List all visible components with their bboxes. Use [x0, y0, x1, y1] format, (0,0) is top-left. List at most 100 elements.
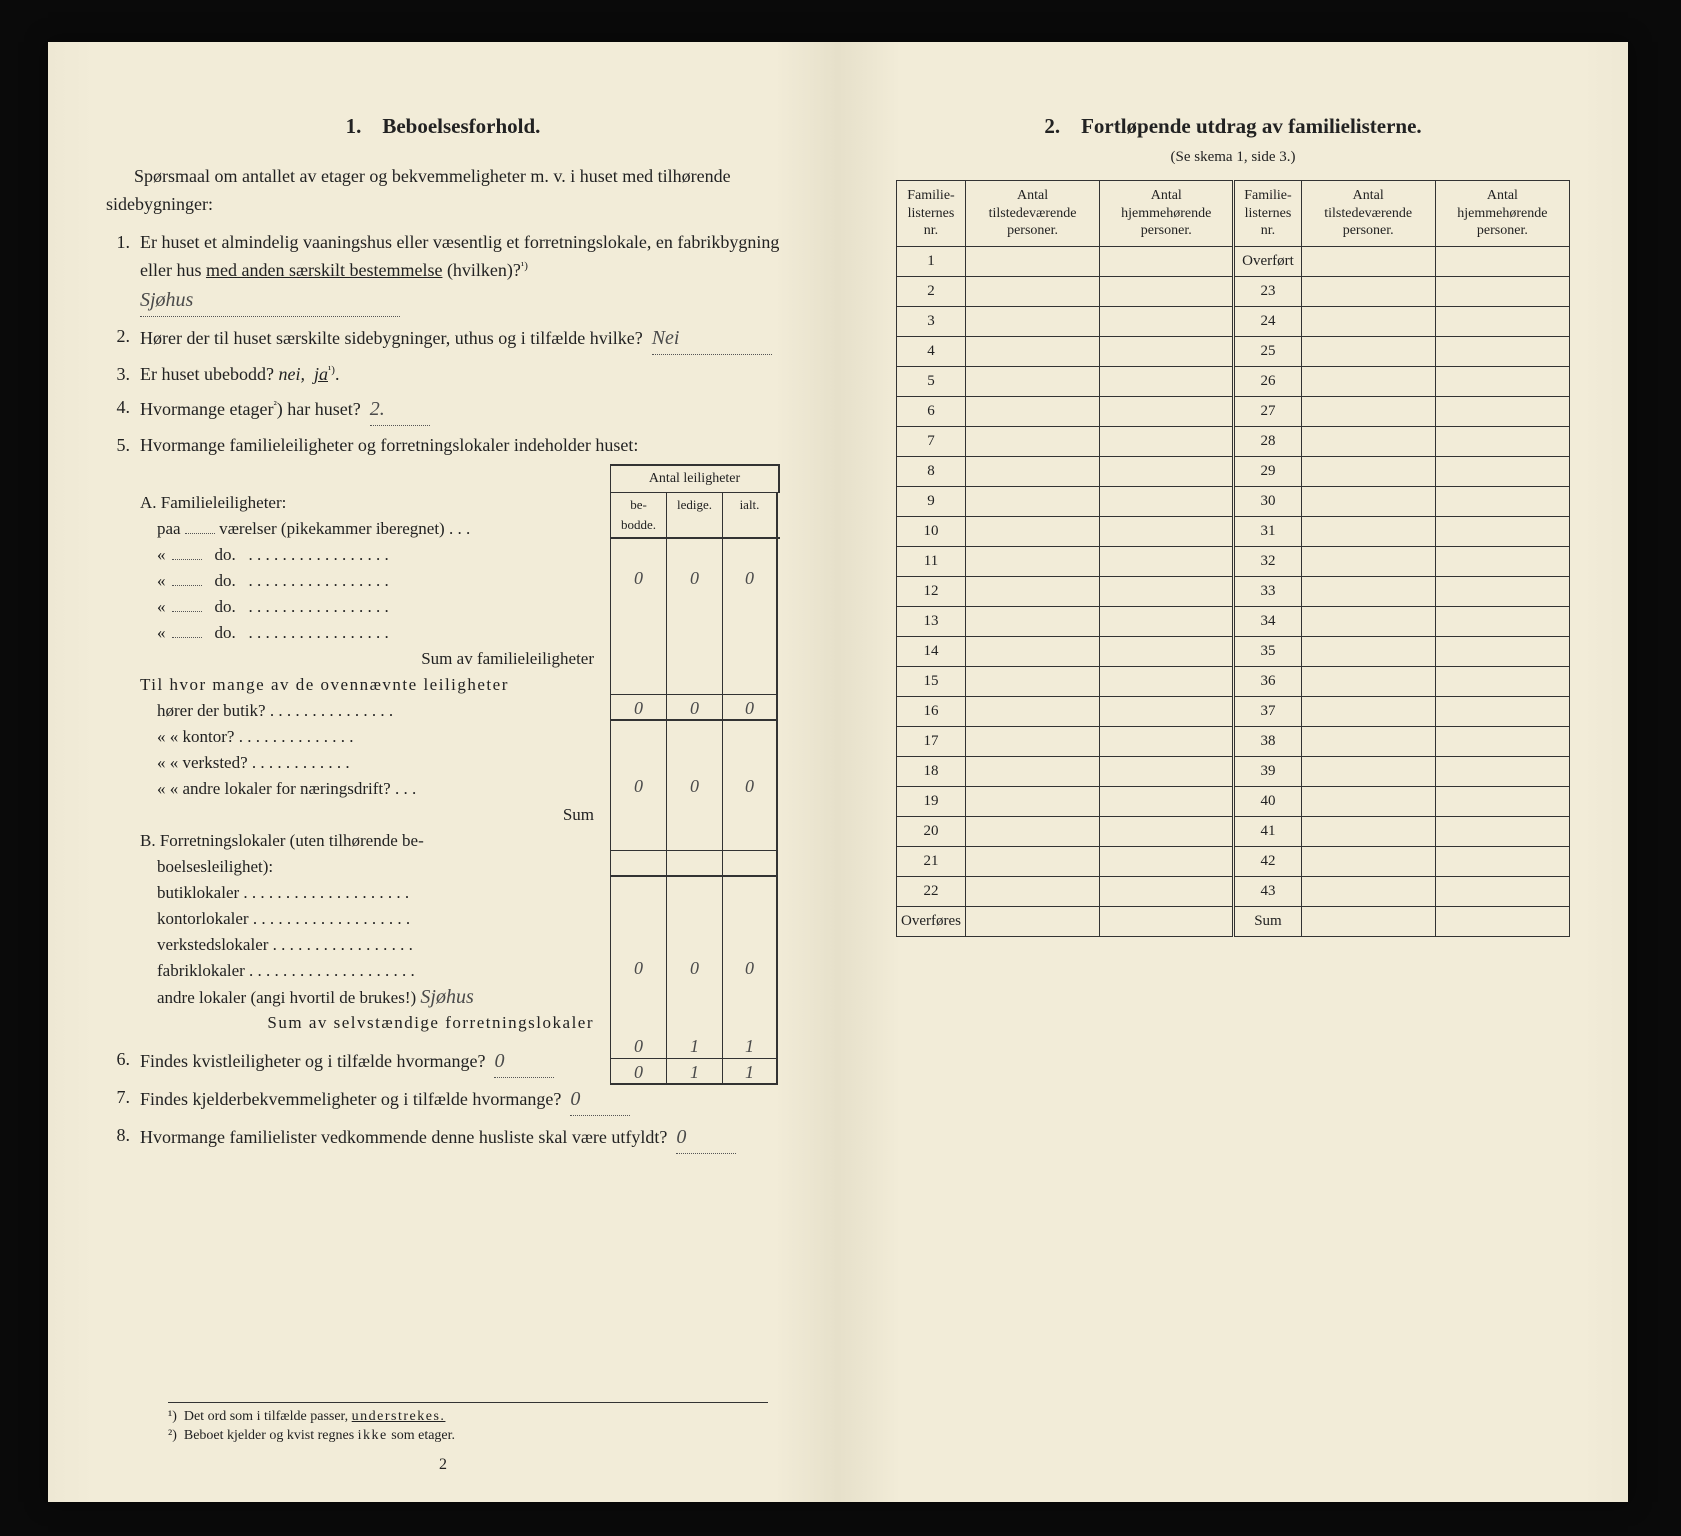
cell: 0	[610, 773, 666, 799]
value-cell	[965, 576, 1099, 606]
nr-cell: 16	[897, 696, 966, 726]
nr-cell: 40	[1234, 786, 1301, 816]
cell	[666, 617, 722, 643]
cell	[722, 851, 778, 877]
table-row: 1536	[897, 666, 1570, 696]
value-cell	[1301, 396, 1435, 426]
nr-cell: 35	[1234, 636, 1301, 666]
footnotes: ¹) Det ord som i tilfælde passer, unders…	[168, 1402, 768, 1446]
footnote-2: ²) Beboet kjelder og kvist regnes ikke s…	[168, 1426, 768, 1446]
value-cell	[1301, 846, 1435, 876]
fn2-pre: Beboet kjelder og kvist regnes	[184, 1428, 358, 1443]
b-title-1: B. Forretningslokaler (uten tilhørende b…	[140, 828, 600, 854]
value-cell	[965, 636, 1099, 666]
nr-cell: 3	[897, 306, 966, 336]
b-row-label: butiklokaler . . . . . . . . . . . . . .…	[140, 880, 600, 906]
value-cell	[965, 246, 1099, 276]
value-cell	[965, 906, 1099, 936]
col-hjemmehorende: Antalhjemmehørendepersoner.	[1100, 181, 1234, 247]
cell: 0	[610, 1059, 666, 1085]
value-cell	[1435, 546, 1569, 576]
cell: 1	[722, 1059, 778, 1085]
value-cell	[1100, 306, 1234, 336]
til-title: Til hvor mange av de ovennævnte leilighe…	[140, 672, 600, 698]
extract-table: Familie-listernesnr. Antaltilstedeværend…	[896, 180, 1570, 937]
til-row-label: « « kontor? . . . . . . . . . . . . . .	[140, 724, 600, 750]
value-cell	[1435, 786, 1569, 816]
value-cell	[965, 876, 1099, 906]
value-cell	[1301, 906, 1435, 936]
value-cell	[1435, 846, 1569, 876]
cell	[610, 591, 666, 617]
value-cell	[1100, 636, 1234, 666]
cell	[610, 1007, 666, 1033]
question-4: 4. Hvormange etager²) har huset? 2.	[106, 394, 780, 426]
a-row-3	[610, 617, 780, 643]
til-sum-row	[610, 851, 780, 877]
nr-cell: 7	[897, 426, 966, 456]
left-section-title: 1. Beboelsesforhold.	[106, 114, 780, 139]
nr-cell: 31	[1234, 516, 1301, 546]
table-row: 1233	[897, 576, 1570, 606]
nr-cell: 30	[1234, 486, 1301, 516]
table-header: Familie-listernesnr. Antaltilstedeværend…	[897, 181, 1570, 247]
table-row: 2041	[897, 816, 1570, 846]
nr-cell: 6	[897, 396, 966, 426]
value-cell	[1301, 606, 1435, 636]
cell	[722, 747, 778, 773]
q-body: Hvormange familieleiligheter og forretni…	[140, 432, 780, 1036]
nr-cell: 27	[1234, 396, 1301, 426]
nr-cell: 18	[897, 756, 966, 786]
cell: 0	[610, 1033, 666, 1059]
value-cell	[965, 486, 1099, 516]
nr-cell: 14	[897, 636, 966, 666]
table-row: 1637	[897, 696, 1570, 726]
q4-post: ) har huset?	[277, 399, 361, 419]
b-sum-label: Sum av selvstændige forretningslokaler	[140, 1010, 600, 1036]
cell	[722, 591, 778, 617]
value-cell	[1301, 726, 1435, 756]
question-7: 7. Findes kjelderbekvemmeligheter og i t…	[106, 1084, 780, 1116]
value-cell	[1100, 756, 1234, 786]
q-body: Hvormange familielister vedkommende denn…	[140, 1122, 780, 1154]
cell: 1	[666, 1059, 722, 1085]
value-cell	[1435, 906, 1569, 936]
cell	[666, 825, 722, 851]
q5-text: Hvormange familieleiligheter og forretni…	[140, 435, 638, 455]
footnote-1: ¹) Det ord som i tilfælde passer, unders…	[168, 1407, 768, 1427]
nr-cell: 8	[897, 456, 966, 486]
value-cell	[1435, 246, 1569, 276]
value-cell	[1435, 636, 1569, 666]
b-sum-row: 011	[610, 1059, 780, 1085]
a-row-label: « do. . . . . . . . . . . . . . . . . .	[140, 568, 600, 594]
value-cell	[1301, 306, 1435, 336]
table-row: OverføresSum	[897, 906, 1570, 936]
cell: 1	[722, 1033, 778, 1059]
value-cell	[965, 726, 1099, 756]
cell	[610, 669, 666, 695]
cell: 0	[610, 695, 666, 721]
q-number: 4.	[106, 394, 140, 426]
table-row: 1334	[897, 606, 1570, 636]
nr-cell: 2	[897, 276, 966, 306]
table-row: 1Overført	[897, 246, 1570, 276]
a-row-label: « do. . . . . . . . . . . . . . . . . .	[140, 542, 600, 568]
value-cell	[1435, 576, 1569, 606]
nr-cell: Overføres	[897, 906, 966, 936]
value-cell	[1301, 786, 1435, 816]
a-row-1: 000	[610, 565, 780, 591]
value-cell	[1100, 336, 1234, 366]
value-cell	[1301, 666, 1435, 696]
table-row: 223	[897, 276, 1570, 306]
value-cell	[1100, 576, 1234, 606]
a-row-4	[610, 643, 780, 669]
til-row-label: « « verksted? . . . . . . . . . . . .	[140, 750, 600, 776]
value-cell	[1100, 726, 1234, 756]
cell	[722, 643, 778, 669]
value-cell	[965, 816, 1099, 846]
subtitle: (Se skema 1, side 3.)	[896, 149, 1570, 166]
table-row: 14 35	[897, 636, 1570, 666]
value-cell	[965, 696, 1099, 726]
value-cell	[1100, 606, 1234, 636]
value-cell	[1100, 786, 1234, 816]
